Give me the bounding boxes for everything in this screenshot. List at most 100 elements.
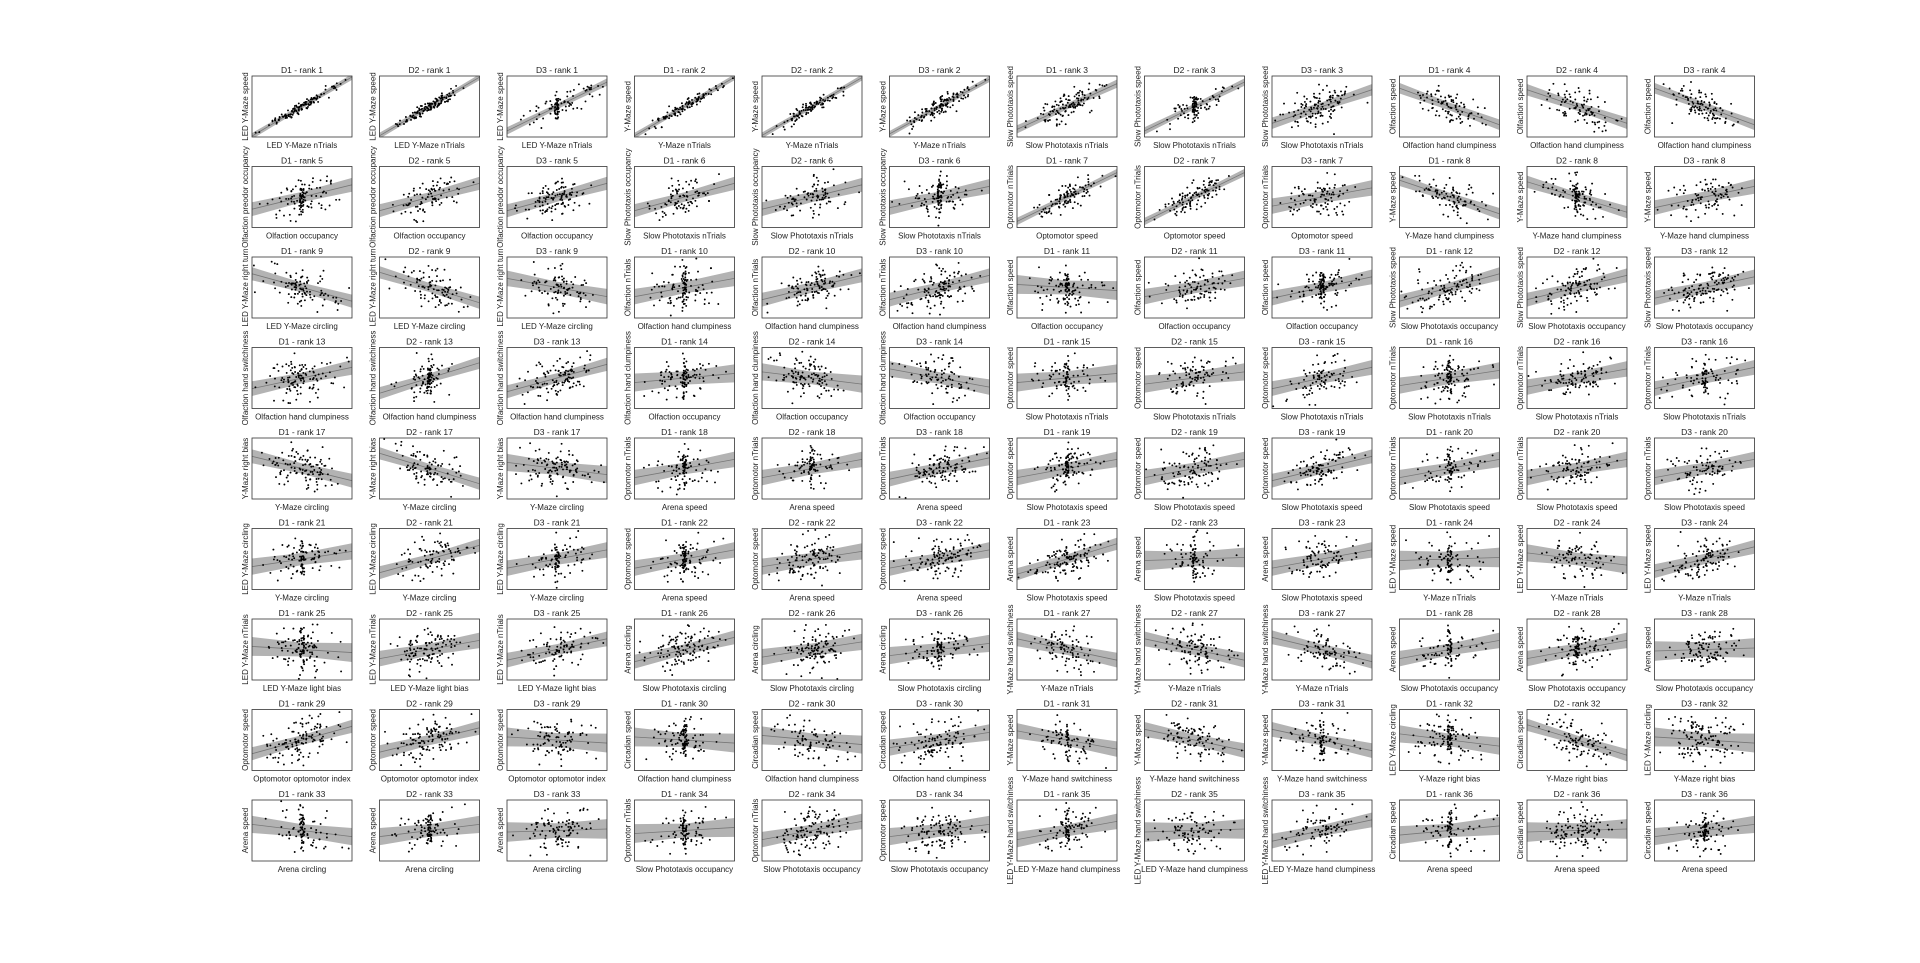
data-point xyxy=(1326,99,1329,102)
x-axis-label: Olfaction hand clumpiness xyxy=(1530,141,1624,150)
data-point xyxy=(1583,195,1586,198)
data-point xyxy=(1699,273,1702,276)
data-point xyxy=(439,177,442,180)
data-point xyxy=(1340,280,1343,283)
data-point xyxy=(1418,174,1421,177)
data-point xyxy=(570,187,573,190)
data-point xyxy=(1195,379,1198,382)
data-point xyxy=(1673,186,1676,189)
data-point xyxy=(937,204,940,206)
data-point xyxy=(1215,179,1218,182)
data-point xyxy=(440,102,442,105)
data-point xyxy=(1075,304,1078,306)
data-point xyxy=(559,291,562,294)
data-point xyxy=(1694,208,1697,211)
data-point xyxy=(820,103,822,106)
data-point xyxy=(1296,121,1299,124)
data-point xyxy=(577,295,580,298)
data-point xyxy=(681,306,684,309)
data-point xyxy=(1703,101,1706,104)
data-point xyxy=(584,89,587,92)
data-point xyxy=(1064,289,1067,292)
data-point xyxy=(539,192,542,195)
y-axis-label: Olfaction preodor occupancy xyxy=(241,146,250,248)
data-point xyxy=(675,190,678,193)
data-point xyxy=(1731,186,1734,189)
data-point xyxy=(421,374,424,377)
data-point xyxy=(1678,92,1680,95)
x-axis-label: Slow Phototaxis nTrials xyxy=(1026,413,1109,422)
data-point xyxy=(333,85,336,88)
data-point xyxy=(559,389,562,392)
data-point xyxy=(1445,274,1448,276)
data-point xyxy=(318,202,320,205)
data-point xyxy=(423,378,426,381)
data-point xyxy=(298,213,301,216)
data-point xyxy=(1555,189,1558,192)
data-point xyxy=(813,283,816,286)
data-point xyxy=(557,285,560,288)
data-point xyxy=(1681,89,1684,92)
data-point xyxy=(902,297,905,300)
data-point xyxy=(820,278,823,281)
data-point xyxy=(442,189,445,192)
data-point xyxy=(410,271,413,274)
data-point xyxy=(551,193,554,195)
data-point xyxy=(1324,288,1327,291)
data-point xyxy=(1153,218,1156,221)
data-point xyxy=(309,290,311,293)
data-point xyxy=(273,385,276,388)
x-axis-label: Slow Phototaxis nTrials xyxy=(1026,141,1109,150)
data-point xyxy=(1574,98,1577,101)
data-point xyxy=(551,297,554,300)
data-point xyxy=(426,385,429,388)
data-point xyxy=(681,374,684,377)
data-point xyxy=(1471,275,1474,278)
data-point xyxy=(1435,192,1438,195)
data-point xyxy=(711,280,714,283)
data-point xyxy=(1331,280,1334,283)
data-point xyxy=(1173,208,1176,211)
data-point xyxy=(413,396,415,399)
data-point xyxy=(1427,188,1430,191)
data-point xyxy=(1322,89,1324,91)
data-point xyxy=(929,113,932,116)
data-point xyxy=(1449,95,1452,98)
data-point xyxy=(951,379,954,382)
data-point xyxy=(1294,203,1297,206)
data-point xyxy=(572,370,575,373)
data-point xyxy=(1440,284,1443,287)
data-point xyxy=(1705,292,1708,295)
data-point xyxy=(559,283,562,286)
data-point xyxy=(1438,114,1441,117)
data-point xyxy=(1196,98,1199,101)
data-point xyxy=(1663,291,1666,294)
data-point xyxy=(1072,106,1075,109)
data-point xyxy=(302,289,305,292)
data-point xyxy=(1323,280,1325,283)
data-point xyxy=(1193,356,1196,359)
data-point xyxy=(539,209,542,212)
data-point xyxy=(591,293,594,296)
data-point xyxy=(567,373,570,376)
data-point xyxy=(554,369,557,372)
data-point xyxy=(1076,103,1079,106)
data-point xyxy=(808,368,811,371)
data-point xyxy=(1202,390,1205,393)
data-point xyxy=(1336,94,1339,97)
data-point xyxy=(683,108,686,111)
data-point xyxy=(1311,115,1314,117)
data-point xyxy=(818,198,821,201)
data-point xyxy=(1038,266,1040,269)
data-point xyxy=(690,278,692,281)
data-point xyxy=(965,193,968,196)
data-point xyxy=(421,365,424,368)
data-point xyxy=(1579,110,1582,113)
data-point xyxy=(938,112,941,115)
data-point xyxy=(1182,201,1184,204)
data-point xyxy=(1189,96,1192,99)
data-point xyxy=(591,95,594,98)
data-point xyxy=(1174,107,1177,110)
data-point xyxy=(432,363,435,366)
